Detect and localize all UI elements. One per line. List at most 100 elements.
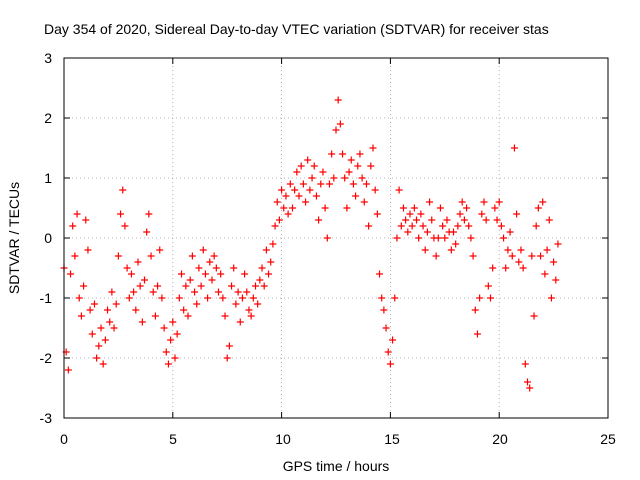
data-point — [267, 258, 275, 266]
data-point — [434, 234, 442, 242]
data-point — [95, 342, 103, 350]
y-tick-labels: -3 -2 -1 0 1 2 3 — [40, 50, 53, 426]
data-point — [86, 306, 94, 314]
data-point — [523, 378, 531, 386]
data-point — [369, 144, 377, 152]
data-point — [415, 234, 423, 242]
y-tick-label: 2 — [44, 110, 52, 126]
data-point — [288, 204, 296, 212]
data-point — [397, 222, 405, 230]
data-point — [138, 318, 146, 326]
data-point — [456, 210, 464, 218]
data-point — [164, 360, 172, 368]
data-point — [391, 294, 399, 302]
y-axis-label: SDTVAR / TECUs — [6, 182, 22, 294]
data-point — [497, 222, 505, 230]
data-point — [473, 330, 481, 338]
data-point — [547, 294, 555, 302]
data-point — [149, 288, 157, 296]
data-point — [426, 198, 434, 206]
data-point — [195, 264, 203, 272]
data-point — [167, 336, 175, 344]
data-point — [360, 198, 368, 206]
data-point — [467, 234, 475, 242]
data-point — [132, 306, 140, 314]
data-point — [454, 222, 462, 230]
data-point — [234, 288, 242, 296]
data-point — [443, 216, 451, 224]
data-point — [486, 294, 494, 302]
y-tick-label: -3 — [40, 410, 53, 426]
data-point — [156, 246, 164, 254]
data-point — [371, 186, 379, 194]
data-point — [413, 216, 421, 224]
data-point — [80, 282, 88, 290]
data-point — [262, 246, 270, 254]
data-point — [251, 282, 259, 290]
data-point — [210, 252, 218, 260]
chart-title: Day 354 of 2020, Sidereal Day-to-day VTE… — [44, 21, 549, 37]
data-point — [539, 198, 547, 206]
data-point — [256, 276, 264, 284]
x-axis-label: GPS time / hours — [283, 458, 390, 474]
y-tick-label: -1 — [40, 290, 53, 306]
data-point — [82, 216, 90, 224]
data-point — [199, 246, 207, 254]
data-point — [304, 156, 312, 164]
x-tick-label: 15 — [384, 431, 400, 447]
data-point — [67, 270, 75, 278]
data-point — [441, 234, 449, 242]
data-point — [410, 204, 418, 212]
data-point — [104, 306, 112, 314]
data-point — [269, 240, 277, 248]
data-point — [297, 162, 305, 170]
data-point — [225, 342, 233, 350]
data-point — [325, 180, 333, 188]
data-point — [330, 174, 338, 182]
data-point — [428, 216, 436, 224]
data-point — [315, 216, 323, 224]
data-point — [158, 294, 166, 302]
data-point — [71, 252, 79, 260]
data-point — [334, 96, 342, 104]
data-point — [343, 204, 351, 212]
data-point — [127, 270, 135, 278]
data-point — [171, 354, 179, 362]
data-point — [373, 210, 381, 218]
x-tick-label: 20 — [492, 431, 508, 447]
data-point — [186, 276, 194, 284]
data-point — [341, 174, 349, 182]
data-point — [378, 294, 386, 302]
data-point — [123, 264, 131, 272]
data-point — [241, 270, 249, 278]
data-point — [310, 162, 318, 170]
data-point — [278, 186, 286, 194]
data-point — [517, 246, 525, 254]
data-point — [230, 264, 238, 272]
data-point — [458, 198, 466, 206]
data-point — [228, 282, 236, 290]
data-point — [169, 318, 177, 326]
data-point — [332, 126, 340, 134]
data-point — [362, 180, 370, 188]
data-point — [130, 288, 138, 296]
data-point — [513, 210, 521, 218]
data-point — [201, 270, 209, 278]
data-point — [380, 306, 388, 314]
data-point — [439, 222, 447, 230]
data-point — [495, 198, 503, 206]
data-point — [389, 336, 397, 344]
data-point — [64, 366, 72, 374]
data-point — [519, 264, 527, 272]
data-point — [302, 198, 310, 206]
data-point — [471, 306, 479, 314]
data-point — [447, 246, 455, 254]
x-tick-label: 0 — [60, 431, 68, 447]
data-point — [306, 186, 314, 194]
data-point — [308, 174, 316, 182]
data-point — [90, 300, 98, 308]
data-point — [245, 306, 253, 314]
data-point — [273, 198, 281, 206]
